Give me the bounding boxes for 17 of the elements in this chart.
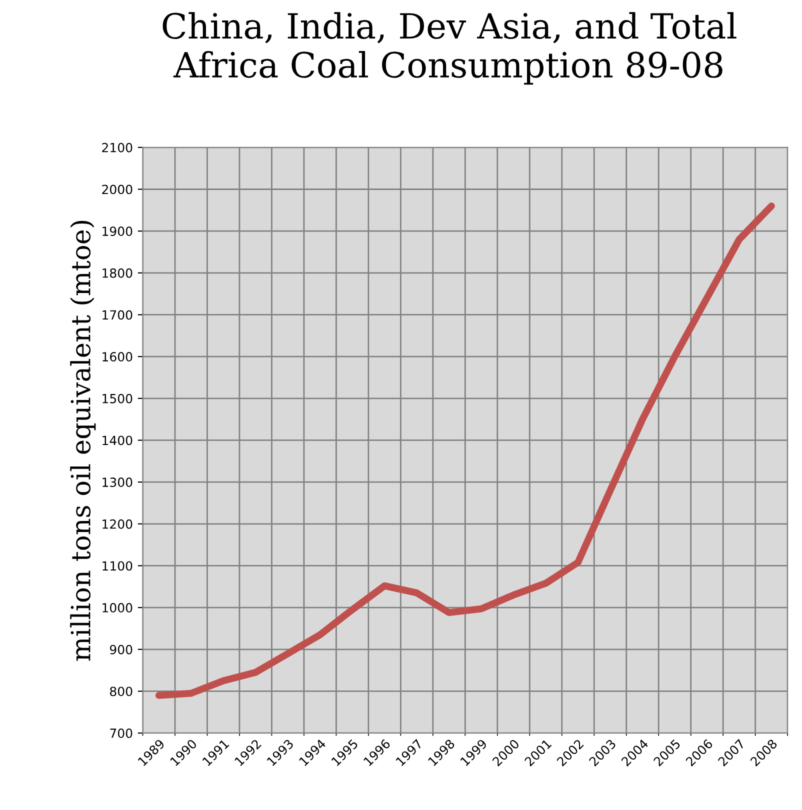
- y-tick-label: 1600: [102, 352, 132, 362]
- y-tick-label: 1800: [102, 268, 132, 278]
- y-tick-label: 1300: [102, 478, 132, 487]
- y-axis-title: million tons oil equivalent (mtoe): [70, 220, 96, 661]
- y-tick-label: 1200: [102, 519, 132, 529]
- y-tick-label: 900: [110, 644, 132, 654]
- chart-title: China, India, Dev Asia, and Total Africa Coal Consumption 89-08: [162, 12, 736, 85]
- y-tick-label: 800: [110, 686, 132, 696]
- y-tick-label: 1700: [102, 310, 132, 320]
- y-tick-label: 2000: [102, 184, 132, 194]
- y-tick-label: 1900: [102, 226, 132, 236]
- y-tick-label: 700: [110, 728, 132, 738]
- y-tick-label: 1500: [102, 394, 132, 404]
- y-tick-label: 1000: [102, 603, 132, 612]
- y-tick-label: 1400: [102, 436, 132, 446]
- y-tick-label: 2100: [102, 142, 132, 152]
- y-tick-label: 1100: [102, 561, 132, 571]
